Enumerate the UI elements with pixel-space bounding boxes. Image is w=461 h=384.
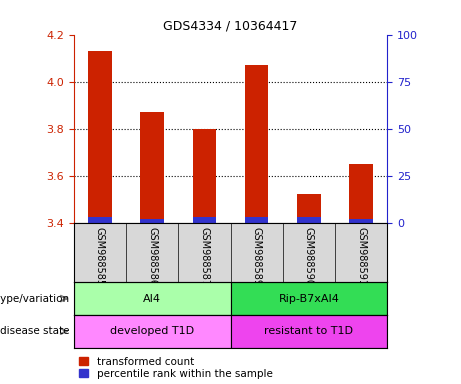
Bar: [297, 194, 320, 223]
Bar: [193, 217, 216, 223]
Bar: [74, 315, 230, 348]
Text: GSM988586: GSM988586: [147, 227, 157, 286]
Text: GSM988587: GSM988587: [199, 227, 209, 286]
Text: disease state: disease state: [0, 326, 69, 336]
Text: GSM988585: GSM988585: [95, 227, 105, 286]
Text: AI4: AI4: [143, 293, 161, 304]
Bar: [140, 219, 164, 223]
Bar: [140, 112, 164, 223]
Bar: [88, 51, 112, 223]
Bar: [349, 164, 373, 223]
Bar: [245, 65, 268, 223]
Title: GDS4334 / 10364417: GDS4334 / 10364417: [163, 19, 298, 32]
Text: resistant to T1D: resistant to T1D: [264, 326, 354, 336]
Text: Rip-B7xAI4: Rip-B7xAI4: [278, 293, 339, 304]
Text: developed T1D: developed T1D: [110, 326, 194, 336]
Legend: transformed count, percentile rank within the sample: transformed count, percentile rank withi…: [79, 357, 272, 379]
Bar: [245, 217, 268, 223]
Text: genotype/variation: genotype/variation: [0, 293, 69, 304]
Bar: [230, 315, 387, 348]
Bar: [193, 129, 216, 223]
Bar: [88, 217, 112, 223]
Text: GSM988590: GSM988590: [304, 227, 314, 286]
Bar: [74, 282, 230, 315]
Bar: [349, 219, 373, 223]
Text: GSM988591: GSM988591: [356, 227, 366, 286]
Bar: [230, 282, 387, 315]
Text: GSM988589: GSM988589: [252, 227, 262, 286]
Bar: [297, 217, 320, 223]
